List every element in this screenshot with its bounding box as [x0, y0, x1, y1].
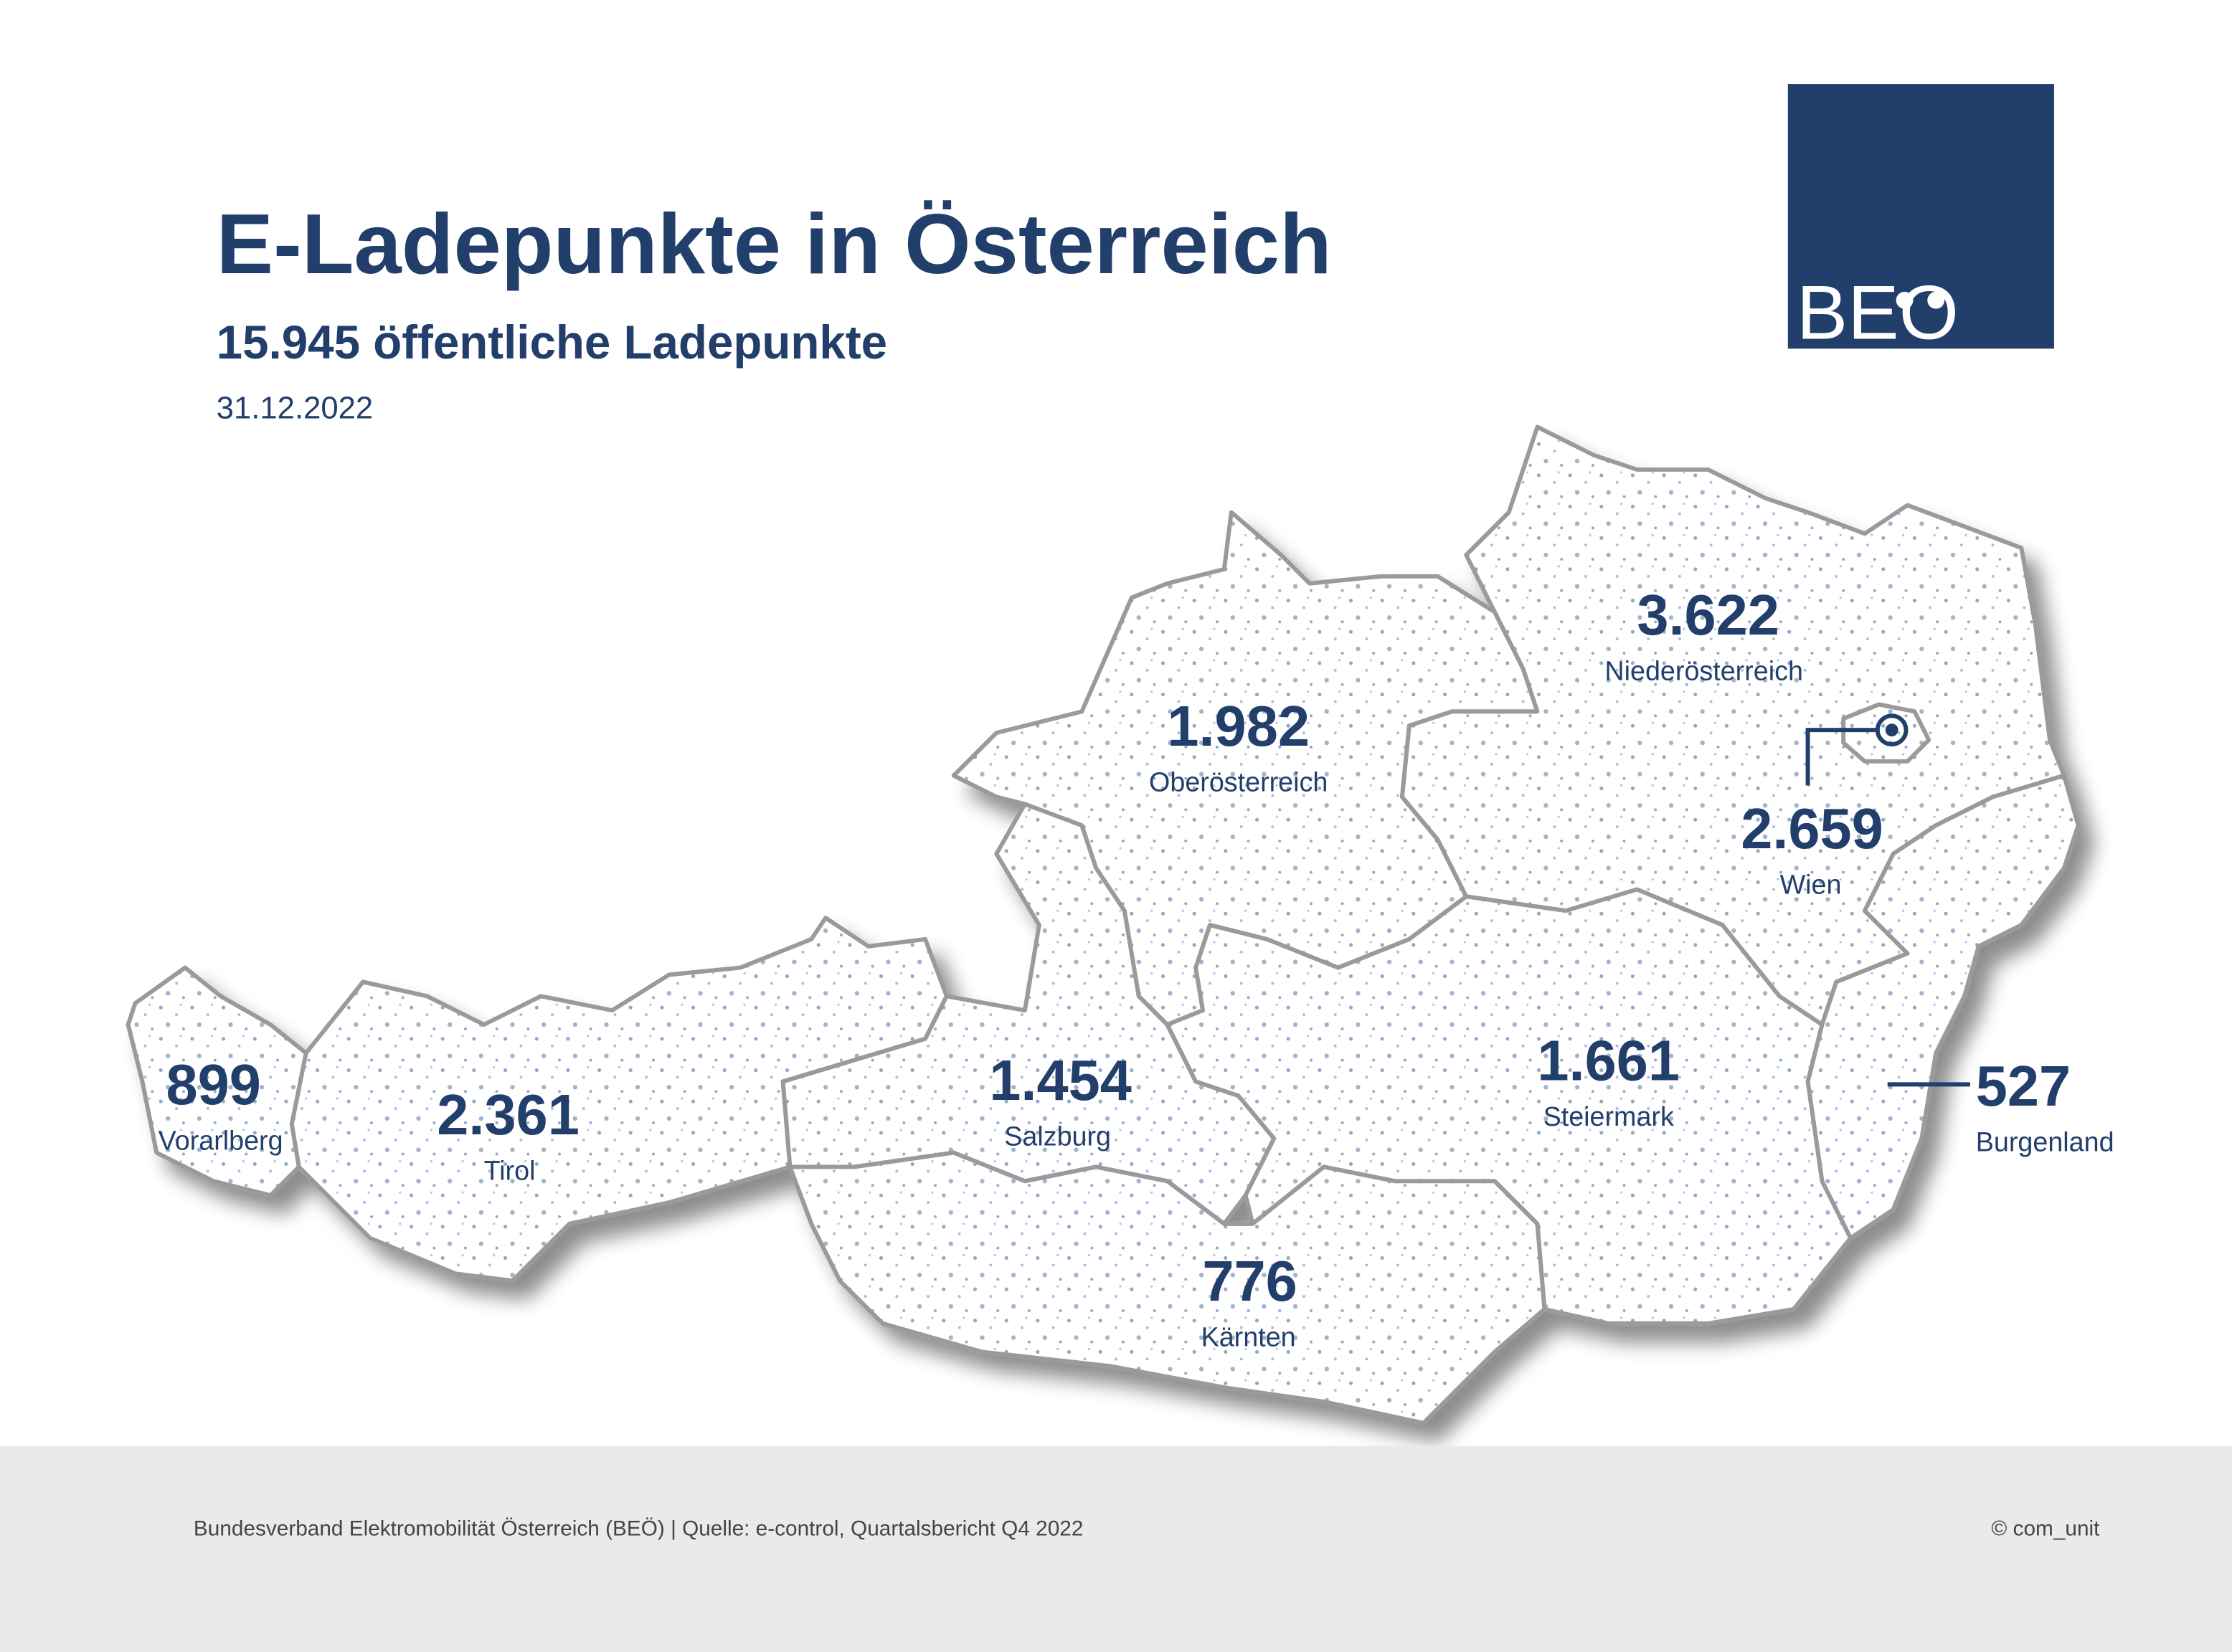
- logo-text: BEO: [1796, 270, 1959, 356]
- label-niederoesterreich: Niederösterreich: [1604, 656, 1803, 686]
- value-wien: 2.659: [1741, 797, 1883, 860]
- value-kaernten: 776: [1202, 1249, 1297, 1313]
- value-vorarlberg: 899: [166, 1053, 260, 1116]
- wien-leader-line: [1805, 728, 1878, 786]
- logo-dot: [1896, 291, 1914, 309]
- value-steiermark: 1.661: [1537, 1028, 1680, 1092]
- label-burgenland: Burgenland: [1976, 1127, 2114, 1157]
- value-tirol: 2.361: [437, 1083, 580, 1147]
- region-burgenland: [1805, 773, 2081, 1240]
- value-niederoesterreich: 3.622: [1637, 583, 1779, 647]
- label-kaernten: Kärnten: [1201, 1322, 1296, 1352]
- copyright-note: © com_unit: [1991, 1516, 2100, 1542]
- label-wien: Wien: [1780, 869, 1842, 899]
- beo-logo: BEO: [1787, 84, 2054, 356]
- label-vorarlberg: Vorarlberg: [159, 1126, 283, 1156]
- page-title: E-Ladepunkte in Österreich: [216, 196, 1332, 292]
- wien-marker-dot: [1885, 723, 1898, 737]
- value-oberoesterreich: 1.982: [1167, 694, 1310, 758]
- value-burgenland: 527: [1976, 1054, 2071, 1118]
- region-steiermark: [1165, 887, 1853, 1326]
- source-note: Bundesverband Elektromobilität Österreic…: [193, 1516, 1084, 1542]
- page-subtitle: 15.945 öffentliche Ladepunkte: [216, 315, 888, 369]
- wien-marker-icon: [1875, 713, 1909, 746]
- label-tirol: Tirol: [484, 1155, 536, 1185]
- logo-dot: [1927, 291, 1945, 309]
- region-kaernten: [788, 1150, 1547, 1425]
- label-steiermark: Steiermark: [1543, 1101, 1674, 1131]
- value-salzburg: 1.454: [989, 1048, 1132, 1112]
- label-oberoesterreich: Oberösterreich: [1149, 766, 1328, 797]
- label-salzburg: Salzburg: [1004, 1121, 1111, 1152]
- footer: Bundesverband Elektromobilität Österreic…: [0, 1446, 2232, 1652]
- date-label: 31.12.2022: [216, 389, 374, 426]
